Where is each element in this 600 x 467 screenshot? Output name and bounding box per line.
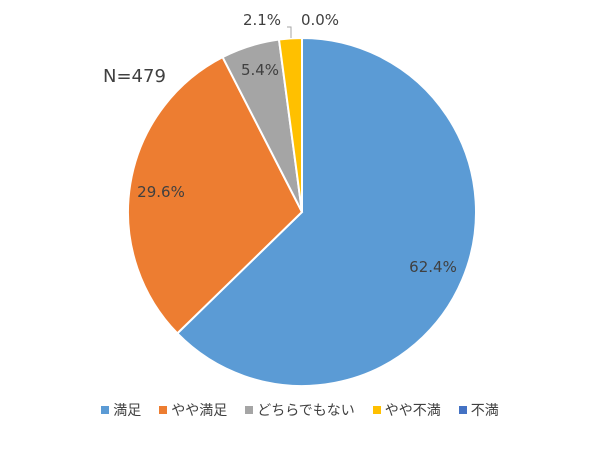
slice-yaya-manzoku — [127, 55, 304, 335]
data-label: 5.4% — [241, 61, 279, 79]
legend-item-dochira-demo-nai: どちらでもない — [245, 400, 355, 420]
data-labels: 62.4% 29.6% 5.4% 2.1% 0.0% — [137, 11, 457, 276]
legend-label: やや不満 — [384, 403, 441, 419]
legend-swatch — [245, 406, 254, 414]
legend-label: 満足 — [113, 403, 142, 419]
data-label: 29.6% — [137, 183, 185, 201]
legend-item-yaya-manzoku: やや満足 — [159, 400, 227, 420]
legend-item-manzoku: 満足 — [101, 400, 141, 420]
data-label: 0.0% — [301, 11, 339, 29]
slice-yaya-fuman — [277, 36, 303, 213]
legend-item-fuman: 不満 — [458, 400, 499, 420]
legend-swatch — [159, 406, 168, 414]
legend-item-yaya-fuman: やや不満 — [372, 400, 441, 420]
legend-label: どちらでもない — [257, 403, 355, 419]
data-label: 62.4% — [409, 258, 457, 276]
data-label: 2.1% — [243, 11, 281, 29]
legend-label: やや満足 — [171, 403, 228, 419]
sample-size-annotation: N=479 — [103, 66, 166, 87]
pie-slices — [127, 36, 477, 387]
leader-line — [287, 26, 292, 38]
legend-swatch — [101, 406, 110, 414]
legend-label: 不満 — [470, 403, 499, 419]
slice-manzoku — [175, 36, 477, 387]
legend-swatch — [372, 406, 381, 414]
legend: 満足 やや満足 どちらでもない やや不満 不満 — [0, 400, 600, 420]
legend-swatch — [458, 406, 467, 414]
